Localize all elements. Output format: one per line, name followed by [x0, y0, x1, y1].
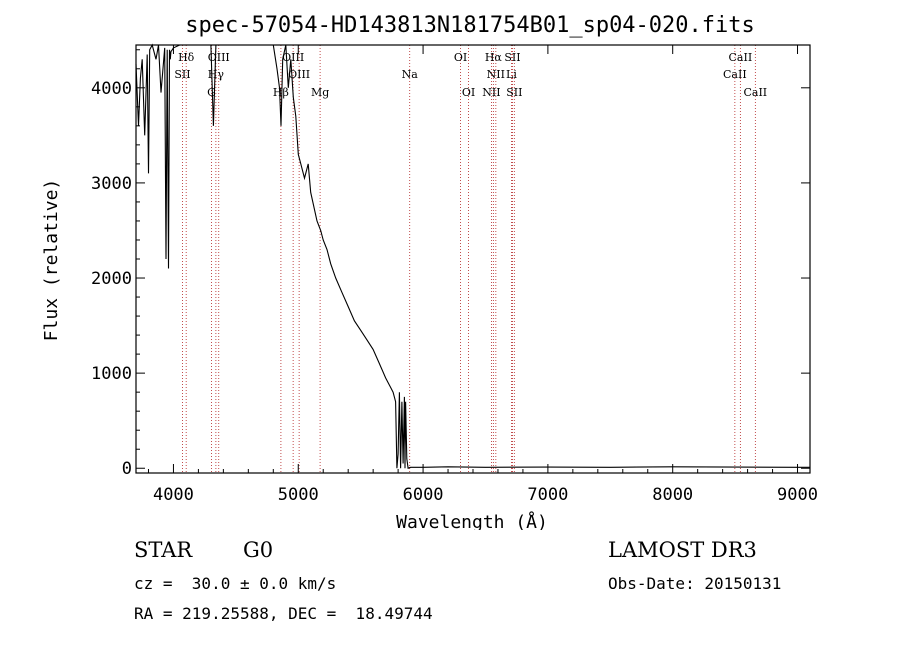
x-axis-ticks: 4000 5000 6000 7000 8000 9000	[147, 45, 818, 505]
spectral-line-markers	[182, 45, 756, 473]
x-tick-label: 4000	[153, 485, 194, 505]
x-tick-label: 5000	[278, 485, 319, 505]
line-label-nii: NII	[487, 68, 505, 81]
line-label-sii: SII	[506, 86, 522, 99]
line-label-oi: OI	[454, 51, 467, 64]
line-label-sii: SII	[174, 68, 190, 81]
line-label-hγ: Hγ	[208, 68, 225, 81]
plot-frame	[135, 44, 811, 474]
x-tick-label: 8000	[652, 485, 693, 505]
y-axis-label: Flux (relative)	[41, 179, 62, 342]
line-label-caii: CaII	[729, 51, 753, 64]
y-tick-label: 2000	[91, 269, 132, 289]
y-axis-ticks: 0 1000 2000 3000 4000	[91, 49, 810, 479]
obs-date: Obs-Date: 20150131	[608, 574, 782, 593]
line-label-oi: OI	[462, 86, 475, 99]
line-label-hδ: Hδ	[178, 51, 195, 64]
line-label-nii: NII	[482, 86, 500, 99]
x-tick-label: 7000	[527, 485, 568, 505]
y-tick-label: 1000	[91, 364, 132, 384]
coordinates: RA = 219.25588, DEC = 18.49744	[134, 604, 433, 623]
line-label-caii: CaII	[723, 68, 747, 81]
line-label-g: G	[207, 86, 216, 99]
survey-name: LAMOST DR3	[608, 538, 757, 562]
spectrum-chart: spec-57054-HD143813N181754B01_sp04-020.f…	[41, 13, 818, 530]
redshift-readout: cz = 30.0 ± 0.0 km/s	[134, 574, 337, 593]
chart-title: spec-57054-HD143813N181754B01_sp04-020.f…	[185, 13, 755, 38]
line-label-li: Li	[506, 68, 517, 81]
object-class: STAR	[134, 538, 193, 562]
x-tick-label: 6000	[403, 485, 444, 505]
y-tick-label: 4000	[91, 79, 132, 99]
x-tick-label: 9000	[777, 485, 818, 505]
line-label-oiii: OIII	[208, 51, 230, 64]
line-label-mg: Mg	[311, 86, 329, 99]
y-tick-label: 0	[122, 459, 132, 479]
line-label-hβ: Hβ	[273, 86, 289, 99]
y-tick-label: 3000	[91, 174, 132, 194]
line-label-caii: CaII	[743, 86, 767, 99]
line-label-sii: SII	[504, 51, 520, 64]
line-label-hα: Hα	[485, 51, 503, 64]
spectrum-series-line	[135, 43, 810, 469]
x-axis-label: Wavelength (Å)	[396, 511, 548, 530]
line-label-na: Na	[402, 68, 419, 81]
object-subclass: G0	[243, 538, 274, 562]
line-label-oiii: OIII	[288, 68, 310, 81]
line-label-oiii: OIII	[282, 51, 304, 64]
